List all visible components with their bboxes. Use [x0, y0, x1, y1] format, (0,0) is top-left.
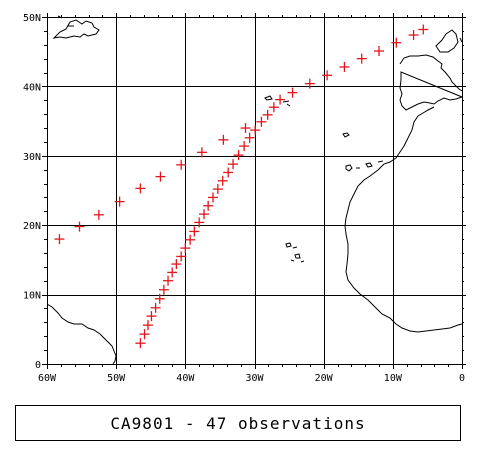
- observation-marker: [146, 311, 157, 322]
- newfoundland-coast: [52, 15, 100, 39]
- europe-islands: [435, 29, 463, 53]
- observation-marker: [268, 102, 279, 113]
- observation-marker: [135, 338, 146, 349]
- y-tick-label: 20N: [23, 221, 41, 232]
- graticule-grid: [47, 17, 463, 365]
- observation-marker: [218, 134, 229, 145]
- observation-marker: [196, 147, 207, 158]
- x-tick-label: 60W: [38, 373, 57, 384]
- x-tick-label: 30W: [245, 373, 264, 384]
- observation-marker: [418, 24, 429, 35]
- observation-marker: [163, 275, 174, 286]
- y-tick-label: 10N: [23, 291, 41, 302]
- observation-marker: [154, 293, 165, 304]
- observation-marker: [142, 320, 153, 331]
- caption-box: CA9801 - 47 observations: [15, 405, 461, 441]
- x-tick-label: 50W: [107, 373, 126, 384]
- observation-marker: [199, 209, 210, 220]
- observation-marker: [203, 200, 214, 211]
- azores-islands: [264, 95, 291, 107]
- observation-marker: [158, 284, 169, 295]
- observation-markers: [54, 24, 429, 349]
- axis-ticks: [42, 13, 466, 369]
- observation-marker: [239, 141, 250, 152]
- observation-marker: [176, 159, 187, 170]
- madeira-islands: [342, 132, 350, 138]
- coastlines: [46, 15, 464, 365]
- observation-marker: [304, 78, 315, 89]
- observation-marker: [194, 217, 205, 228]
- x-tick-label: 0: [459, 373, 465, 384]
- observation-marker: [408, 30, 419, 41]
- y-tick-label: 30N: [23, 152, 41, 163]
- observation-marker: [223, 167, 234, 178]
- observation-marker: [275, 94, 286, 105]
- observation-marker: [391, 37, 402, 48]
- observation-marker: [176, 251, 187, 262]
- canary-islands: [345, 160, 384, 172]
- observation-marker: [256, 116, 267, 127]
- observation-marker: [262, 109, 273, 120]
- x-tick-label: 20W: [315, 373, 334, 384]
- europe-africa-coast: [344, 54, 464, 333]
- observation-marker: [217, 175, 228, 186]
- observation-marker: [212, 184, 223, 195]
- observation-marker: [374, 46, 384, 57]
- observation-marker: [114, 196, 125, 207]
- observation-marker: [54, 234, 65, 245]
- observation-marker: [244, 132, 255, 143]
- map-caption: CA9801 - 47 observations: [110, 413, 366, 433]
- observation-marker: [185, 234, 196, 245]
- y-tick-label: 0: [35, 360, 41, 371]
- x-tick-label: 40W: [176, 373, 195, 384]
- observation-marker: [167, 267, 178, 278]
- observation-marker: [228, 159, 239, 170]
- cape-verde-islands: [285, 242, 305, 263]
- observation-marker: [233, 150, 244, 161]
- observation-marker: [339, 61, 350, 72]
- observation-marker: [150, 302, 161, 313]
- observation-marker: [155, 171, 166, 182]
- observation-marker: [208, 192, 218, 203]
- observation-marker: [250, 125, 261, 136]
- observation-marker: [189, 226, 200, 237]
- observation-marker: [240, 123, 251, 134]
- observation-marker: [171, 259, 182, 270]
- y-tick-label: 40N: [23, 82, 41, 93]
- observation-marker: [135, 183, 146, 194]
- observation-marker: [287, 87, 298, 98]
- axis-tick-labels: 60W 50W 40W 30W 20W 10W 0 0 10N 20N 30N 40N 50N: [23, 13, 465, 384]
- observation-marker: [74, 221, 85, 232]
- observation-marker: [139, 329, 150, 340]
- observation-marker: [180, 243, 191, 254]
- observation-marker: [356, 53, 367, 64]
- x-tick-label: 10W: [384, 373, 403, 384]
- observation-marker: [322, 70, 333, 81]
- south-america-coast: [46, 303, 117, 365]
- y-tick-label: 50N: [23, 13, 41, 24]
- observation-marker: [93, 209, 104, 220]
